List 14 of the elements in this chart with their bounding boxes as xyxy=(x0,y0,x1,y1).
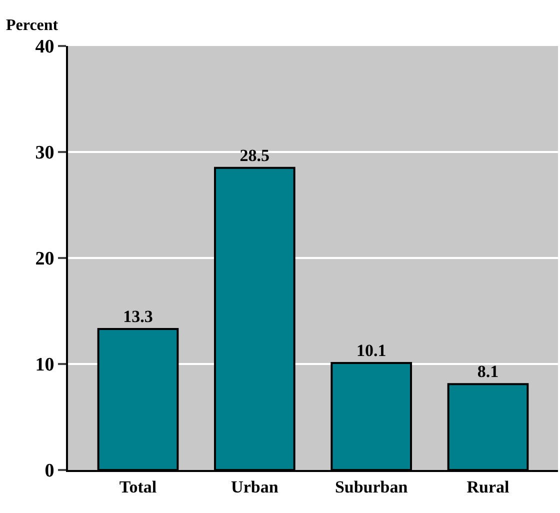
data-label: 13.3 xyxy=(123,307,153,326)
data-label: 10.1 xyxy=(356,340,386,360)
y-tick-label: 0 xyxy=(44,460,54,482)
x-tick-label: Urban xyxy=(231,477,279,496)
data-label: 28.5 xyxy=(240,146,270,165)
data-label: 8.1 xyxy=(477,362,499,382)
y-axis-title: Percent xyxy=(6,17,59,34)
x-tick-label: Rural xyxy=(466,477,510,496)
x-tick-label: Total xyxy=(119,477,157,496)
y-tick-label: 10 xyxy=(35,354,54,376)
y-tick-label: 30 xyxy=(35,142,54,164)
x-tick-label: Suburban xyxy=(334,477,408,496)
y-tick-label: 40 xyxy=(35,36,54,58)
y-tick-label: 20 xyxy=(35,248,54,270)
